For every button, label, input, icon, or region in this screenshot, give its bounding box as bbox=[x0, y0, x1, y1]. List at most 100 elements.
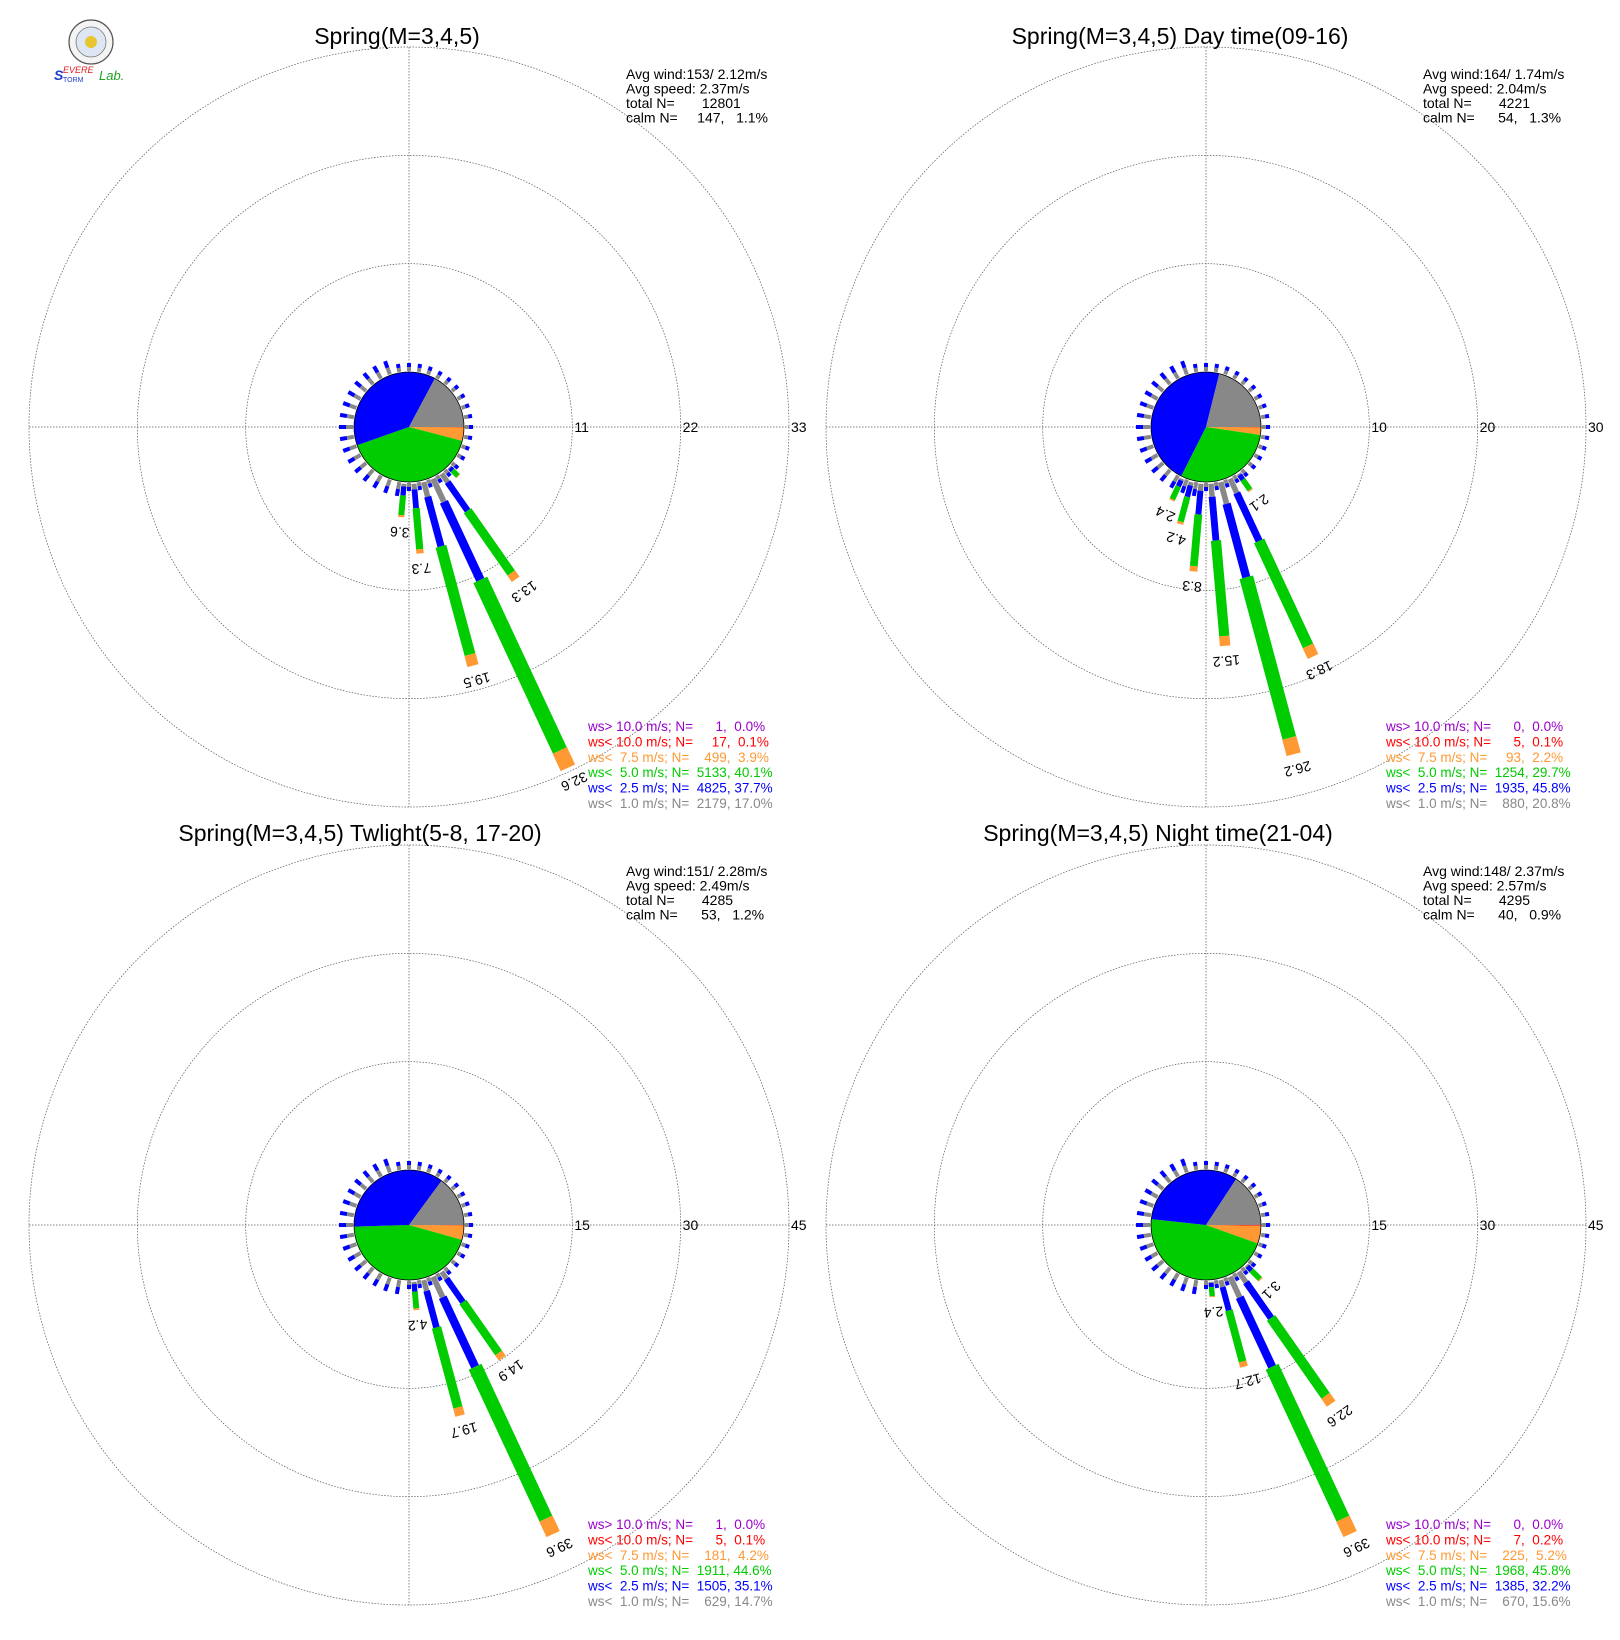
minor-direction-bar bbox=[1232, 374, 1238, 380]
direction-bar-175 bbox=[412, 507, 424, 550]
minor-direction-bar bbox=[353, 1251, 362, 1259]
legend-entry: ws< 1.0 m/s; N= 629, 14.7% bbox=[587, 1594, 773, 1609]
direction-bar-155 bbox=[430, 477, 447, 504]
minor-direction-bar bbox=[463, 434, 469, 440]
minor-direction-bar bbox=[1243, 1269, 1249, 1276]
direction-bar-135 bbox=[1244, 1263, 1250, 1269]
direction-bar-155 bbox=[438, 1295, 479, 1369]
minor-direction-bar bbox=[1223, 1167, 1229, 1174]
ring-label: 30 bbox=[1588, 419, 1604, 435]
minor-direction-bar bbox=[349, 403, 358, 410]
minor-direction-bar bbox=[1253, 453, 1259, 459]
minor-direction-bar bbox=[1139, 1244, 1148, 1251]
direction-bar-175 bbox=[1208, 1286, 1215, 1297]
minor-direction-bar bbox=[426, 1167, 432, 1174]
minor-direction-bar bbox=[1257, 1242, 1264, 1248]
legend-entry: ws< 2.5 m/s; N= 1505, 35.1% bbox=[587, 1579, 773, 1594]
pie-slice bbox=[1206, 1225, 1261, 1226]
direction-bar-165 bbox=[435, 544, 476, 657]
chart-title: Spring(M=3,4,5) Night time(21-04) bbox=[983, 820, 1333, 846]
minor-direction-bar bbox=[1180, 485, 1187, 494]
minor-direction-bar bbox=[1247, 386, 1254, 393]
minor-direction-bar bbox=[395, 1161, 401, 1167]
pie-slice bbox=[409, 378, 464, 427]
direction-bar-165 bbox=[1282, 736, 1301, 757]
direction-bar-145 bbox=[495, 1350, 506, 1361]
pie-slice bbox=[1151, 1219, 1258, 1280]
direction-bar-155 bbox=[1235, 1295, 1276, 1369]
minor-direction-bar bbox=[346, 414, 355, 420]
minor-direction-bar bbox=[1240, 1177, 1247, 1184]
direction-bar-145 bbox=[443, 1276, 466, 1304]
bar-value-label: 4.2 bbox=[407, 1316, 428, 1334]
minor-direction-bar bbox=[467, 1233, 473, 1239]
minor-direction-bar bbox=[1150, 1251, 1159, 1259]
minor-direction-bar bbox=[342, 446, 351, 453]
minor-direction-bar bbox=[1264, 435, 1270, 441]
minor-direction-bar bbox=[460, 1242, 467, 1248]
minor-direction-bar bbox=[443, 1266, 450, 1273]
minor-direction-bar bbox=[1214, 1161, 1220, 1167]
pie-slice bbox=[353, 371, 435, 446]
minor-direction-bar bbox=[1151, 1263, 1160, 1272]
bar-value-label: 3.1 bbox=[1259, 1278, 1284, 1303]
direction-bar-135 bbox=[448, 466, 455, 473]
minor-direction-bar bbox=[1180, 1158, 1187, 1167]
minor-direction-bar bbox=[1223, 478, 1229, 485]
minor-direction-bar bbox=[426, 1276, 432, 1283]
minor-direction-bar bbox=[385, 1165, 392, 1174]
minor-direction-bar bbox=[427, 366, 433, 372]
minor-direction-bar bbox=[446, 1269, 452, 1276]
minor-direction-bar bbox=[450, 386, 457, 393]
direction-bar-165 bbox=[453, 1406, 465, 1417]
minor-direction-bar bbox=[1169, 365, 1177, 374]
minor-direction-bar bbox=[1182, 1276, 1189, 1285]
minor-direction-bar bbox=[1261, 445, 1267, 451]
minor-direction-bar bbox=[1193, 1165, 1199, 1171]
minor-direction-bar bbox=[443, 1177, 450, 1184]
minor-direction-bar bbox=[1261, 1201, 1267, 1207]
minor-direction-bar bbox=[1264, 1233, 1270, 1239]
direction-bar-175 bbox=[1210, 540, 1230, 637]
minor-direction-bar bbox=[349, 1201, 358, 1208]
minor-direction-bar bbox=[459, 393, 466, 399]
bar-value-label: 26.2 bbox=[1282, 758, 1313, 781]
minor-direction-bar bbox=[1139, 1199, 1148, 1206]
minor-direction-bar bbox=[1234, 477, 1240, 484]
minor-direction-bar bbox=[416, 367, 422, 373]
direction-bar-205 bbox=[1175, 479, 1184, 488]
minor-direction-bar bbox=[383, 1158, 390, 1167]
minor-direction-bar bbox=[450, 1259, 457, 1266]
stat-line: calm N= 54, 1.3% bbox=[1423, 110, 1561, 126]
direction-bar-155 bbox=[430, 1275, 446, 1299]
minor-direction-bar bbox=[1240, 1266, 1247, 1273]
direction-bar-145 bbox=[1247, 488, 1253, 493]
pie-slice bbox=[1206, 1225, 1261, 1244]
bar-value-label: 7.3 bbox=[411, 560, 432, 578]
minor-direction-bar bbox=[1191, 488, 1198, 497]
minor-direction-bar bbox=[463, 414, 469, 420]
ring-label: 20 bbox=[1480, 419, 1496, 435]
direction-bar-135 bbox=[450, 468, 460, 478]
minor-direction-bar bbox=[1232, 1272, 1238, 1278]
direction-bar-185 bbox=[1197, 483, 1204, 492]
minor-direction-bar bbox=[375, 371, 383, 380]
bar-value-label: 3.6 bbox=[389, 524, 410, 542]
minor-direction-bar bbox=[366, 377, 375, 386]
stat-line: Avg speed: 2.37m/s bbox=[626, 81, 749, 97]
minor-direction-bar bbox=[1193, 367, 1199, 373]
minor-direction-bar bbox=[1136, 435, 1145, 442]
legend-entry: ws< 5.0 m/s; N= 1968, 45.8% bbox=[1385, 1563, 1571, 1578]
minor-direction-bar bbox=[1264, 413, 1270, 419]
minor-direction-bar bbox=[1260, 414, 1266, 420]
bar-value-label: 13.3 bbox=[509, 578, 541, 607]
minor-direction-bar bbox=[347, 1188, 356, 1196]
minor-direction-bar bbox=[353, 1191, 362, 1199]
minor-direction-bar bbox=[1144, 390, 1153, 398]
minor-direction-bar bbox=[1146, 444, 1155, 451]
minor-direction-bar bbox=[1257, 404, 1264, 410]
direction-bar-135 bbox=[447, 465, 452, 470]
direction-bar-155 bbox=[539, 1515, 560, 1538]
minor-direction-bar bbox=[1191, 1286, 1198, 1295]
